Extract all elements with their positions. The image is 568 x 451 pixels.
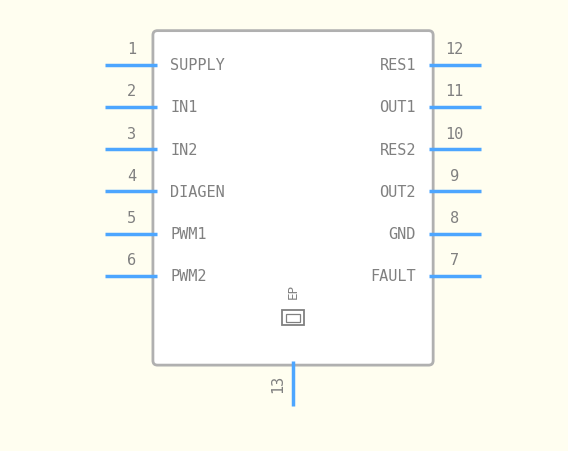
Text: PWM2: PWM2 <box>170 268 207 284</box>
Text: 12: 12 <box>445 42 463 57</box>
Text: 5: 5 <box>127 211 136 226</box>
Text: GND: GND <box>389 226 416 242</box>
Text: IN2: IN2 <box>170 142 198 157</box>
Text: 6: 6 <box>127 253 136 268</box>
Text: PWM1: PWM1 <box>170 226 207 242</box>
Text: 10: 10 <box>445 127 463 142</box>
Bar <box>286 314 300 322</box>
Text: IN1: IN1 <box>170 100 198 115</box>
Text: OUT2: OUT2 <box>379 184 416 199</box>
Text: SUPPLY: SUPPLY <box>170 58 225 73</box>
Text: RES2: RES2 <box>379 142 416 157</box>
Text: 8: 8 <box>450 211 459 226</box>
FancyBboxPatch shape <box>153 32 433 365</box>
Bar <box>282 310 304 326</box>
Text: 9: 9 <box>450 169 459 184</box>
Text: 11: 11 <box>445 84 463 99</box>
Text: 13: 13 <box>270 374 285 392</box>
Text: 4: 4 <box>127 169 136 184</box>
Text: FAULT: FAULT <box>370 268 416 284</box>
Text: 2: 2 <box>127 84 136 99</box>
Text: DIAGEN: DIAGEN <box>170 184 225 199</box>
Text: 7: 7 <box>450 253 459 268</box>
Text: 1: 1 <box>127 42 136 57</box>
Text: 3: 3 <box>127 127 136 142</box>
Text: OUT1: OUT1 <box>379 100 416 115</box>
Text: EP: EP <box>286 284 299 299</box>
Text: RES1: RES1 <box>379 58 416 73</box>
